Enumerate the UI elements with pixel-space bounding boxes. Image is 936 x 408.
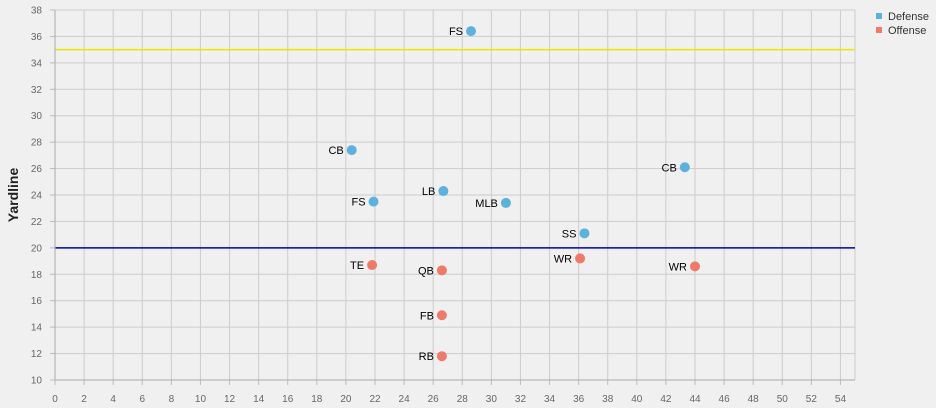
x-tick-label: 12 [224,394,236,405]
x-tick-labels: 0 2 4 6 8 10 12 14 16 18 20 22 24 26 28 30 32 34 36 38 40 42 4… [52,394,846,405]
defense-point-label: MLB [475,198,498,210]
defense-legend-label[interactable]: Defense [888,11,929,23]
x-tick-label: 10 [195,394,207,405]
x-tick-label: 34 [544,394,556,405]
y-tick-label: 34 [31,58,43,69]
x-tick-label: 52 [806,394,818,405]
x-tick-label: 32 [515,394,527,405]
offense-point-label: QB [418,265,434,277]
x-tick-label: 28 [457,394,469,405]
offense-point-wr[interactable] [690,261,700,272]
legend[interactable]: Defense Offense [876,11,929,37]
x-tick-label: 22 [369,394,381,405]
y-tick-label: 16 [31,296,43,307]
defense-point-label: SS [562,228,577,240]
x-tick-label: 0 [52,394,58,405]
y-tick-label: 36 [31,32,43,43]
defense-point-label: LB [422,186,435,198]
y-tick-label: 30 [31,111,43,122]
defense-point-ss[interactable] [579,228,590,239]
data-points: FS CB CB LB FS MLB SS TE QB WR WR FB RB [328,26,700,363]
x-tick-label: 42 [660,394,672,405]
defense-point-mlb[interactable] [500,197,511,208]
offense-point-wr[interactable] [575,253,586,264]
x-tick-label: 14 [253,394,265,405]
y-axis-title: Yardline [5,168,21,223]
y-tick-label: 26 [31,164,43,175]
x-tick-label: 48 [748,394,760,405]
offense-point-label: WR [554,253,572,265]
x-tick-label: 20 [340,394,352,405]
y-tick-label: 12 [31,349,43,360]
x-tick-label: 30 [486,394,498,405]
x-tick-label: 4 [110,394,116,405]
reference-lines [55,48,855,249]
y-tick-label: 32 [31,85,43,96]
y-tick-label: 20 [31,243,43,254]
defense-point-label: FS [449,26,463,38]
offense-legend-label[interactable]: Offense [888,25,926,37]
x-tick-label: 46 [719,394,731,405]
x-tick-label: 38 [602,394,614,405]
offense-point-fb[interactable] [436,310,447,321]
defense-point-lb[interactable] [438,186,449,197]
offense-point-label: WR [669,261,687,273]
defense-point-label: FS [351,197,365,209]
offense-point-label: TE [350,260,364,272]
x-tick-label: 2 [81,394,87,405]
offense-point-rb[interactable] [436,351,447,362]
x-tick-label: 24 [399,394,411,405]
x-tick-label: 40 [631,394,643,405]
x-tick-label: 36 [573,394,585,405]
x-tick-label: 18 [311,394,323,405]
offense-point-qb[interactable] [436,265,447,276]
offense-point-label: FB [420,310,434,322]
x-tick-label: 26 [428,394,440,405]
defense-point-cb[interactable] [346,145,357,156]
x-tick-label: 54 [835,394,847,405]
y-tick-label: 38 [31,6,43,17]
y-tick-label: 24 [31,191,43,202]
offense-legend-swatch[interactable] [876,27,882,33]
offense-point-label: RB [419,351,434,363]
defense-point-fs[interactable] [466,26,476,37]
offense-point-te[interactable] [367,260,378,271]
defense-legend-swatch[interactable] [876,13,882,19]
x-tick-label: 8 [169,394,175,405]
axes [50,9,855,385]
x-tick-label: 6 [139,394,145,405]
y-tick-label: 10 [31,376,43,387]
x-tick-label: 44 [689,394,701,405]
y-tick-label: 18 [31,270,43,281]
x-tick-label: 50 [777,394,789,405]
y-tick-label: 28 [31,138,43,149]
defense-point-label: CB [662,162,677,174]
defense-point-label: CB [328,145,343,157]
x-tick-label: 16 [282,394,294,405]
y-tick-label: 14 [31,323,43,334]
y-tick-labels: 10 12 14 16 18 20 22 24 26 28 30 32 34 36 38 [31,6,43,387]
defense-point-cb[interactable] [679,162,690,173]
y-tick-label: 22 [31,217,43,228]
defense-point-fs[interactable] [368,196,379,207]
